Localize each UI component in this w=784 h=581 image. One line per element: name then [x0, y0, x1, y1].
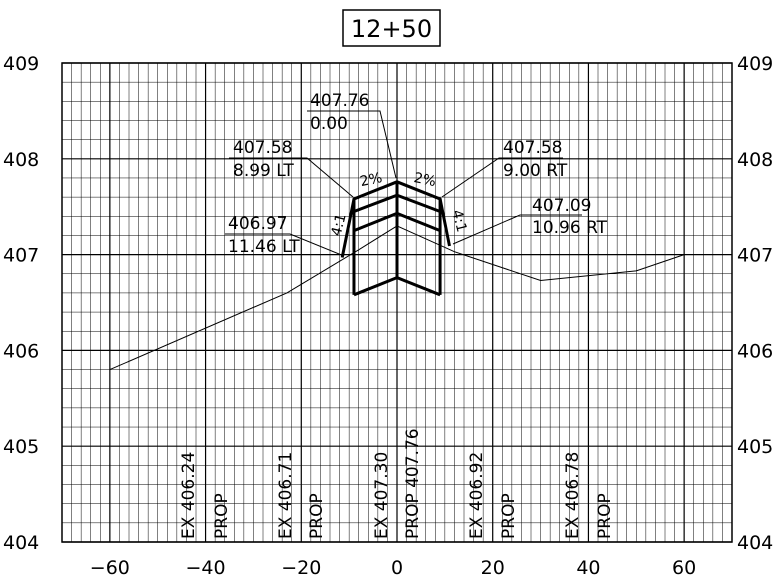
slope-label-right-cross: 2% [412, 170, 437, 190]
callout-leader-right-toe [452, 214, 582, 245]
callout-leaders [225, 110, 582, 257]
station-label: 12+50 [351, 15, 432, 43]
callout-center-elev: 407.76 [310, 91, 369, 111]
bottom-label-ex-0: EX 407.30 [372, 452, 392, 539]
callout-right-toe-elev: 407.09 [532, 196, 591, 216]
y-axis-left-tick-labels: 409 408 407 406 405 404 [3, 53, 39, 554]
bottom-label-ex-minus-40: EX 406.24 [179, 452, 199, 539]
x-tick-label: 0 [391, 557, 403, 579]
y-tick-label-left: 409 [3, 53, 39, 75]
plot-frame [61, 62, 733, 543]
callout-left-shoulder-offset: 8.99 LT [233, 161, 294, 181]
y-axis-right-tick-labels: 409 408 407 406 405 404 [737, 53, 773, 554]
station-box [342, 9, 441, 47]
slope-label-left-cross: 2% [359, 170, 384, 190]
x-axis-tick-labels: −60 −40 −20 0 20 40 60 [90, 557, 696, 579]
bottom-label-prop-40: PROP [595, 493, 615, 539]
y-tick-label-right: 404 [737, 532, 773, 554]
bottom-label-ex-20: EX 406.92 [467, 452, 487, 539]
callout-leader-left-shoulder [229, 157, 354, 198]
callout-leader-left-toe [225, 233, 345, 257]
existing-ground-line [109, 225, 685, 371]
bottom-label-ex-minus-20: EX 406.71 [276, 452, 296, 539]
y-tick-label-right: 407 [737, 245, 773, 267]
callout-right-shoulder-offset: 9.00 RT [503, 161, 568, 181]
x-tick-label: −60 [90, 557, 130, 579]
proposed-section [340, 180, 451, 297]
bottom-label-prop-minus-40: PROP [212, 493, 232, 539]
x-tick-label: 20 [481, 557, 505, 579]
callout-right-shoulder-elev: 407.58 [503, 138, 562, 158]
bottom-label-prop-0: PROP 407.76 [403, 428, 423, 539]
callout-left-toe-elev: 406.97 [228, 214, 287, 234]
y-tick-label-left: 407 [3, 245, 39, 267]
y-tick-label-right: 405 [737, 436, 773, 458]
y-tick-label-left: 405 [3, 436, 39, 458]
y-tick-label-left: 404 [3, 532, 39, 554]
slope-label-left-side: 4:1 [329, 212, 350, 238]
x-tick-label: 40 [576, 557, 600, 579]
x-tick-label: −20 [281, 557, 321, 579]
proposed-bottom [353, 275, 441, 297]
slope-label-right-side: 4:1 [448, 208, 469, 234]
y-tick-label-left: 408 [3, 149, 39, 171]
bottom-label-prop-20: PROP [499, 493, 519, 539]
bottom-label-prop-minus-20: PROP [307, 493, 327, 539]
bottom-label-ex-40: EX 406.78 [563, 452, 583, 539]
y-tick-label-right: 406 [737, 340, 773, 362]
callout-right-toe-offset: 10.96 RT [532, 218, 608, 238]
callout-left-toe-offset: 11.46 LT [228, 237, 300, 257]
callout-center-offset: 0.00 [310, 114, 348, 134]
y-tick-label-right: 408 [737, 149, 773, 171]
major-grid [62, 62, 732, 543]
x-tick-label: 60 [672, 557, 696, 579]
x-tick-label: −40 [186, 557, 226, 579]
callout-leader-right-shoulder [441, 157, 563, 198]
y-tick-label-left: 406 [3, 340, 39, 362]
callout-leader-center [307, 110, 397, 179]
callout-left-shoulder-elev: 407.58 [233, 138, 292, 158]
y-tick-label-right: 409 [737, 53, 773, 75]
